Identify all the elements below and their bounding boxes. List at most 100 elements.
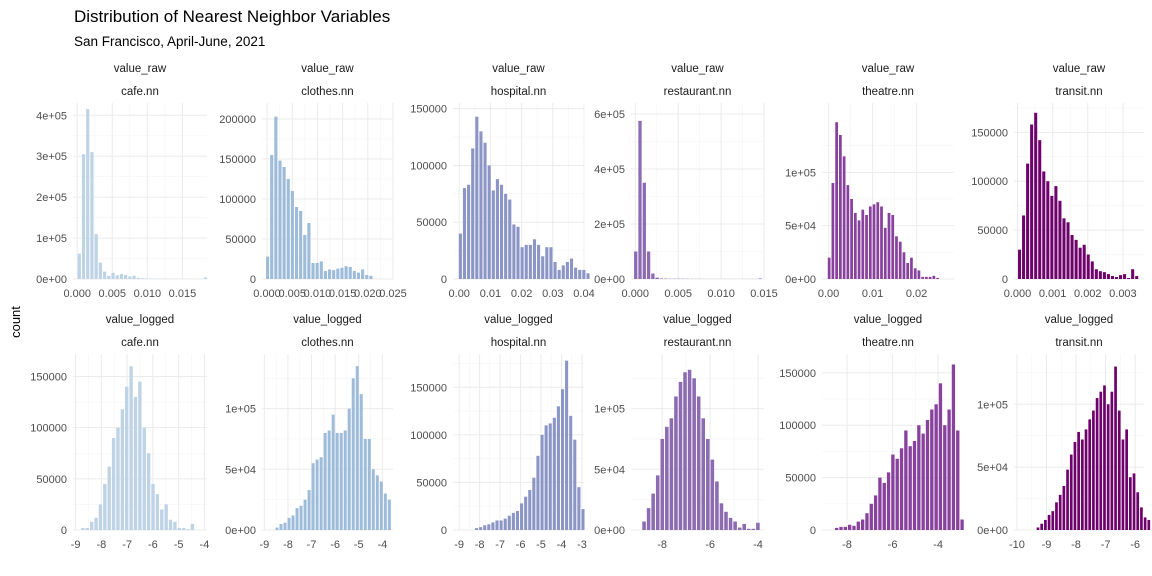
histogram-bar — [678, 381, 683, 530]
histogram-bar — [81, 154, 86, 279]
histogram-bar — [458, 233, 462, 279]
histogram-bar — [1036, 527, 1040, 530]
histogram-bar — [850, 199, 853, 279]
histogram-bar — [274, 116, 278, 279]
y-tick-label: 0e+00 — [594, 274, 625, 286]
histogram-bar — [1143, 517, 1147, 530]
y-tick-label: 0e+00 — [225, 525, 256, 537]
histogram-bar — [504, 193, 508, 279]
histogram-bar — [119, 274, 124, 279]
histogram-bar — [674, 396, 678, 530]
histogram-bar — [873, 495, 878, 530]
histogram-bar — [331, 414, 335, 530]
histogram-bar — [282, 167, 286, 279]
histogram-bar — [315, 263, 319, 279]
histogram-bar — [315, 459, 319, 530]
histogram-bar — [857, 220, 861, 279]
histogram-bar — [842, 156, 846, 279]
histogram-bar — [574, 267, 578, 279]
histogram-bar — [835, 122, 838, 279]
histogram-bar — [356, 272, 361, 279]
histogram-bar — [696, 396, 701, 530]
histogram-bar — [520, 247, 524, 279]
histogram-bar — [747, 528, 751, 530]
y-tick-label: 50000 — [416, 477, 447, 489]
histogram-bar — [1078, 247, 1082, 279]
histogram-bar — [107, 466, 111, 530]
histogram-bar — [371, 469, 375, 530]
histogram-bar — [536, 455, 540, 530]
histogram-bar — [328, 269, 332, 279]
y-tick-label: 0 — [61, 525, 67, 537]
x-tick-label: -7 — [1101, 539, 1111, 551]
histogram-bar — [1040, 523, 1044, 530]
histogram-bar — [943, 425, 947, 530]
histogram-bar — [1110, 276, 1114, 279]
histogram-bar — [913, 268, 917, 279]
histogram-bar — [880, 206, 883, 279]
x-tick-label: -8 — [657, 539, 667, 551]
x-tick-label: 0.020 — [354, 288, 382, 300]
histogram-bar — [733, 521, 737, 530]
x-tick-label: 0.005 — [664, 288, 692, 300]
histogram-bar — [495, 179, 499, 279]
histogram-bar — [925, 276, 928, 279]
histogram-bar — [511, 512, 515, 530]
x-tick-label: -6 — [705, 539, 715, 551]
x-tick-label: 0.010 — [134, 288, 162, 300]
histogram-bar — [1125, 429, 1128, 530]
x-tick-label: 0.03 — [542, 288, 563, 300]
histogram-bar — [846, 185, 850, 279]
histogram-bar — [868, 206, 872, 279]
histogram-bar — [1054, 186, 1058, 279]
histogram-bar — [343, 430, 347, 530]
histogram-bar — [861, 209, 865, 279]
y-tick-label: 100000 — [30, 423, 67, 435]
histogram-bar — [1140, 507, 1143, 530]
strip-label-col: theatre.nn — [862, 86, 914, 98]
histogram-bar — [311, 263, 315, 279]
histogram-bar — [1147, 519, 1151, 530]
histogram-bar — [287, 517, 291, 530]
histogram-bar — [860, 519, 865, 530]
histogram-bar — [479, 131, 483, 279]
y-tick-label: 0 — [810, 525, 816, 537]
panel-value_raw-cafe.nn: value_raw cafe.nn 0.000 0.005 0.010 0.015 0e+0… — [36, 63, 208, 300]
y-tick-label: 0e+00 — [977, 525, 1008, 537]
y-tick-label: 150000 — [971, 127, 1008, 139]
histogram-bar — [586, 273, 590, 279]
histogram-bar — [483, 142, 487, 279]
histogram-bar — [77, 253, 81, 279]
y-tick-label: 100000 — [410, 430, 447, 442]
histogram-bar — [1080, 439, 1084, 530]
panel-value_raw-restaurant.nn: value_raw restaurant.nn 0.000 0.005 0.010 0.0… — [594, 63, 778, 300]
histogram-bar — [1074, 239, 1078, 279]
histogram-bar — [1022, 215, 1026, 279]
x-tick-label: -4 — [377, 539, 387, 551]
y-tick-label: 5e+04 — [977, 462, 1008, 474]
x-tick-label: 0.005 — [99, 288, 127, 300]
histogram-bar — [307, 489, 311, 530]
histogram-bar — [921, 276, 925, 279]
strip-label-col: restaurant.nn — [664, 86, 732, 98]
panel-value_logged-theatre.nn: value_logged theatre.nn -8 -6 -4 0 50000 100000… — [779, 314, 964, 551]
histogram-bar — [665, 426, 669, 530]
x-tick-label: -4 — [933, 539, 943, 551]
histogram-bar — [669, 418, 674, 530]
histogram-bar — [1110, 391, 1114, 530]
y-tick-label: 0 — [250, 274, 256, 286]
histogram-bar — [878, 477, 882, 530]
histogram-bar — [524, 496, 528, 530]
y-tick-label: 50000 — [225, 234, 256, 246]
histogram-bar — [683, 372, 687, 530]
histogram-bar — [660, 438, 665, 530]
histogram-bar — [1070, 235, 1074, 279]
x-tick-label: 0.01 — [862, 288, 883, 300]
histogram-bar — [319, 261, 323, 279]
histogram-bar — [266, 256, 270, 279]
x-tick-label: 0.000 — [253, 288, 281, 300]
histogram-bar — [1136, 492, 1140, 530]
histogram-bar — [168, 519, 173, 530]
histogram-bar — [359, 394, 363, 530]
histogram-bar — [582, 269, 586, 279]
